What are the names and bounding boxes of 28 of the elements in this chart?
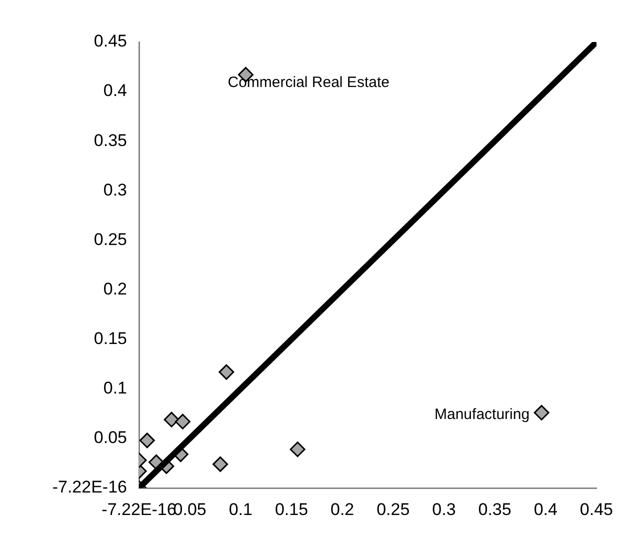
annotation: Commercial Real Estate <box>228 74 390 91</box>
point <box>534 404 550 420</box>
y-tick-label: -7.22E-16 <box>52 478 127 497</box>
y-tick-label: 0.1 <box>103 378 127 398</box>
y-tick-label: 0.35 <box>94 130 127 150</box>
annotation: Manufacturing <box>434 406 530 423</box>
point <box>212 456 228 472</box>
point <box>139 432 155 448</box>
x-tick-label: 0.45 <box>580 500 614 519</box>
x-tick-label: 0.3 <box>432 500 456 519</box>
x-tick-label: 0.4 <box>534 500 558 519</box>
point <box>164 412 180 428</box>
y-tick-label: 0.15 <box>94 329 127 348</box>
x-tick-label: 0.2 <box>330 500 354 519</box>
y-tick-label: 0.2 <box>103 279 127 298</box>
y-tick-label: 0.25 <box>94 230 127 249</box>
x-tick-label: 0.1 <box>228 500 252 519</box>
x-tick-label: 0.35 <box>478 500 512 519</box>
y-tick-label: 0.4 <box>103 81 127 100</box>
y-tick-label: 0.05 <box>94 428 127 448</box>
point <box>174 414 190 430</box>
x-tick-label: 0.25 <box>376 500 410 519</box>
x-tick-label: 0.15 <box>274 500 308 519</box>
x-tick-label: 0.05 <box>173 500 206 519</box>
point <box>290 442 306 458</box>
y-tick-label: 0.45 <box>94 32 127 51</box>
y-tick-label: 0.3 <box>103 180 127 200</box>
point <box>218 364 234 380</box>
